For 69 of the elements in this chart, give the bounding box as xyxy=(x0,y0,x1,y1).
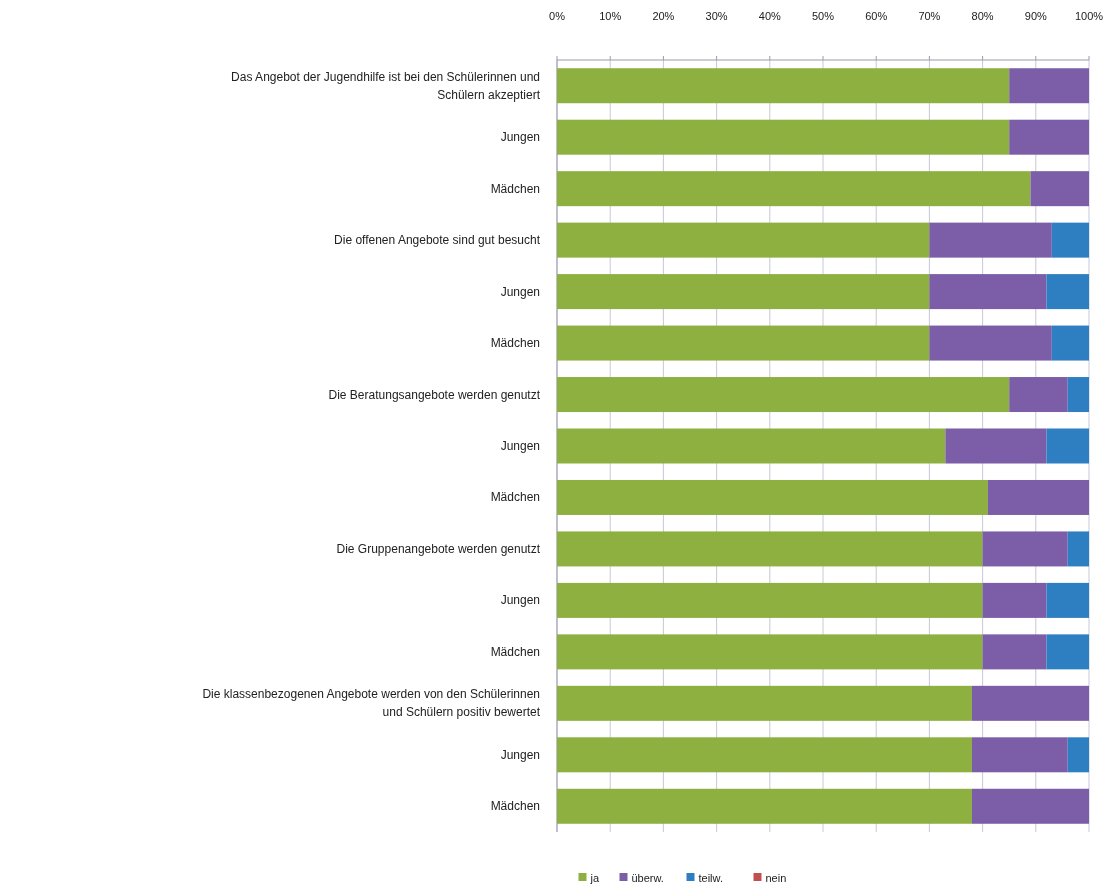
y-tick-label: Die Beratungsangebote werden genutzt xyxy=(328,387,541,402)
bar xyxy=(1030,171,1089,207)
y-tick-label: Jungen xyxy=(500,593,540,608)
bar xyxy=(982,582,1047,618)
bar xyxy=(1046,428,1089,464)
y-tick-label: Mädchen xyxy=(490,644,540,659)
y-tick-label: Jungen xyxy=(500,284,540,299)
bar xyxy=(971,685,1089,721)
bar xyxy=(557,222,930,258)
bar xyxy=(557,274,930,310)
bar xyxy=(987,479,1089,515)
x-tick-label: 40% xyxy=(758,10,782,22)
bar xyxy=(1009,68,1089,104)
bar xyxy=(557,685,972,721)
bar xyxy=(1046,274,1089,310)
y-tick-label: Mädchen xyxy=(490,490,540,505)
bar xyxy=(1046,634,1089,670)
x-tick-label: 80% xyxy=(971,10,994,22)
y-tick-label: Das Angebot der Jugendhilfe ist bei den Schülerinnen und Schülern akzeptiert xyxy=(231,69,541,102)
x-tick-label: 10% xyxy=(599,10,622,22)
bar xyxy=(557,325,930,361)
bar xyxy=(1009,377,1068,413)
bar xyxy=(1067,737,1089,773)
x-tick-label: 70% xyxy=(918,10,941,22)
x-tick-label: 0% xyxy=(549,10,566,22)
bar xyxy=(929,325,1052,361)
x-tick-label: 90% xyxy=(1024,10,1048,22)
bar xyxy=(1067,531,1089,567)
bar xyxy=(557,634,983,670)
y-tick-label: Mädchen xyxy=(490,799,540,814)
legend-label: überw. xyxy=(631,872,664,884)
bar xyxy=(982,531,1068,567)
legend-label: nein xyxy=(765,872,787,884)
y-tick-label: Jungen xyxy=(500,130,540,145)
bar xyxy=(557,788,972,824)
bar xyxy=(971,788,1089,824)
y-tick-label: Die Gruppenangebote werden genutzt xyxy=(336,541,541,556)
bar xyxy=(557,737,972,773)
x-tick-label: 30% xyxy=(705,10,728,22)
bar xyxy=(1067,377,1089,413)
x-tick-label: 60% xyxy=(865,10,888,22)
y-tick-label: Die klassenbezogenen Angebote werden von den Schülerinnen und Schülern positiv bewertet xyxy=(202,687,541,720)
bar xyxy=(557,582,983,618)
bar xyxy=(557,119,1010,155)
y-tick-label: Jungen xyxy=(500,439,540,453)
x-tick-label: 20% xyxy=(652,10,675,22)
bar xyxy=(971,737,1068,773)
x-tick-label: 100% xyxy=(1074,10,1104,22)
legend-label: teilw. xyxy=(698,872,723,884)
bar xyxy=(929,222,1052,258)
bar xyxy=(1046,582,1089,618)
bar xyxy=(945,428,1047,464)
bar xyxy=(982,634,1047,670)
bar xyxy=(929,274,1047,310)
y-tick-label: Jungen xyxy=(500,747,540,762)
bar xyxy=(557,377,1010,413)
bar xyxy=(557,68,1010,104)
legend-label: ja xyxy=(589,872,600,884)
bar xyxy=(557,428,946,464)
bar xyxy=(1051,325,1089,361)
y-tick-label: Mädchen xyxy=(490,336,540,351)
y-tick-label: Mädchen xyxy=(490,181,540,196)
x-tick-label: 50% xyxy=(811,10,835,22)
bar xyxy=(557,171,1031,207)
bar xyxy=(1009,119,1089,155)
bar xyxy=(557,479,988,515)
bar xyxy=(1051,222,1089,258)
bar xyxy=(557,531,983,567)
y-tick-label: Die offenen Angebote sind gut besucht xyxy=(334,233,541,248)
